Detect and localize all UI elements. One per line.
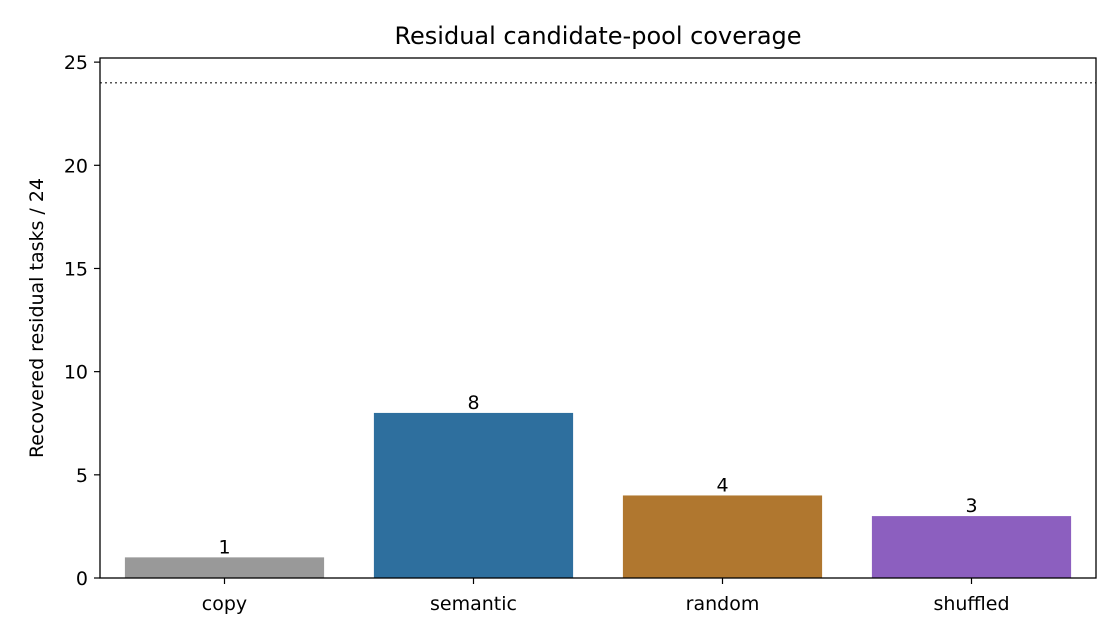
y-tick-label: 5 [76, 465, 88, 487]
x-tick-label: random [686, 593, 760, 615]
y-tick-label: 15 [64, 258, 88, 280]
bar-value-label: 8 [467, 392, 479, 414]
plot-area: 1 copy 8 semantic 4 random 3 shuffled 0 5 10 15 20 25 [64, 52, 1097, 615]
bar-shuffled [871, 516, 1072, 578]
bar-copy [124, 557, 325, 578]
x-tick-label: semantic [430, 593, 517, 615]
chart-title: Residual candidate-pool coverage [394, 22, 801, 50]
y-tick-label: 20 [64, 155, 88, 177]
x-tick-label: shuffled [933, 593, 1009, 615]
x-tick-label: copy [202, 593, 247, 615]
bar-value-label: 3 [965, 495, 977, 517]
y-tick-label: 0 [76, 568, 88, 590]
y-axis-label: Recovered residual tasks / 24 [26, 178, 48, 458]
axes-frame [99, 57, 1097, 579]
bar-semantic [373, 412, 574, 578]
y-tick-label: 10 [64, 362, 88, 384]
y-tick-label: 25 [64, 52, 88, 74]
bar-random [622, 495, 823, 578]
bar-value-label: 4 [716, 474, 728, 496]
bar-value-label: 1 [218, 536, 230, 558]
